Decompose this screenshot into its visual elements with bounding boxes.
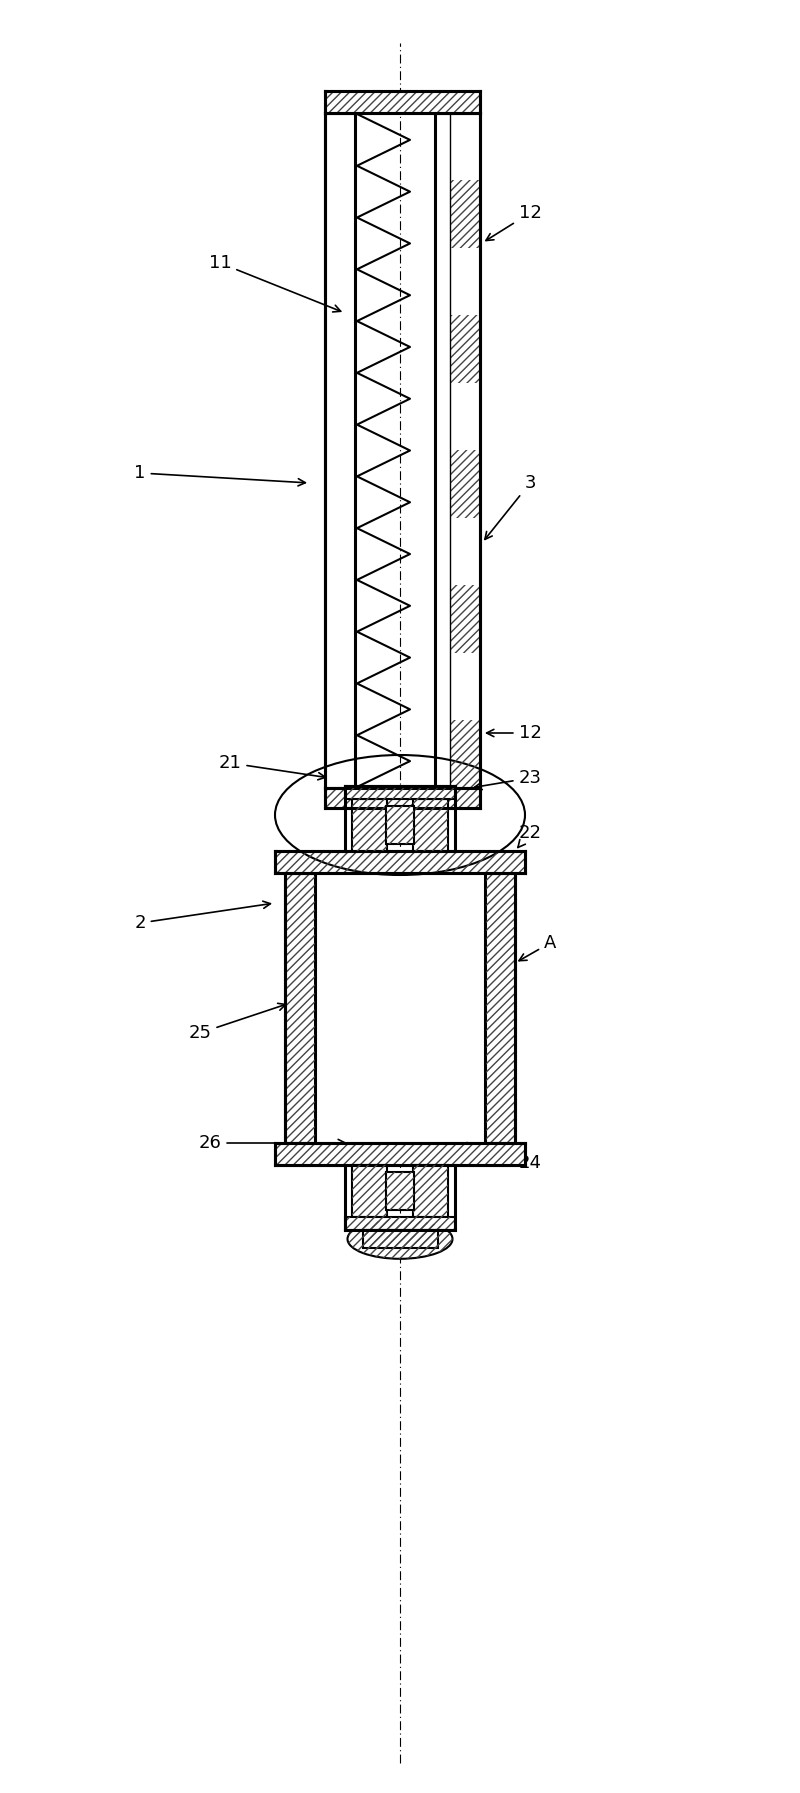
Bar (325, 91, 480, 113)
Bar (345, 1217, 455, 1230)
Text: 22: 22 (518, 825, 542, 848)
Bar (325, 787, 480, 809)
Text: 11: 11 (209, 255, 341, 312)
Bar (362, 1230, 438, 1248)
Text: 24: 24 (459, 1142, 542, 1173)
Bar (345, 785, 455, 800)
Bar (413, 800, 448, 852)
Bar (450, 181, 480, 247)
Bar (450, 450, 480, 518)
Bar (275, 1142, 525, 1165)
Bar (386, 807, 414, 845)
Bar (485, 873, 515, 1142)
Text: A: A (519, 934, 556, 961)
Bar (352, 1165, 387, 1217)
Bar (386, 1173, 414, 1210)
Bar (275, 1142, 525, 1165)
Bar (435, 113, 480, 787)
Bar (275, 852, 525, 873)
Bar (275, 852, 525, 873)
Text: 12: 12 (486, 204, 542, 240)
Bar (413, 1165, 448, 1217)
Bar (285, 873, 315, 1142)
Bar (450, 721, 480, 787)
Bar (352, 800, 387, 852)
Bar (345, 785, 455, 800)
Text: 12: 12 (486, 724, 542, 742)
Text: 2: 2 (134, 902, 270, 932)
Text: 21: 21 (218, 755, 326, 780)
Bar (285, 873, 315, 1142)
Bar (450, 586, 480, 653)
Bar (315, 873, 485, 1142)
Text: 25: 25 (189, 1004, 286, 1042)
Bar (413, 800, 448, 852)
Bar (352, 800, 387, 852)
Bar (386, 807, 414, 845)
Text: 1: 1 (134, 464, 306, 486)
Bar (362, 1230, 438, 1248)
Bar (485, 873, 515, 1142)
Ellipse shape (347, 1219, 453, 1259)
Bar (450, 316, 480, 384)
Bar (325, 91, 480, 113)
Bar (345, 1217, 455, 1230)
Bar (325, 787, 480, 809)
Bar (413, 1165, 448, 1217)
Bar (386, 1173, 414, 1210)
Bar (352, 1165, 387, 1217)
Text: 23: 23 (474, 769, 542, 789)
Text: 26: 26 (198, 1133, 346, 1151)
Bar (325, 113, 355, 787)
Text: 3: 3 (485, 473, 536, 540)
